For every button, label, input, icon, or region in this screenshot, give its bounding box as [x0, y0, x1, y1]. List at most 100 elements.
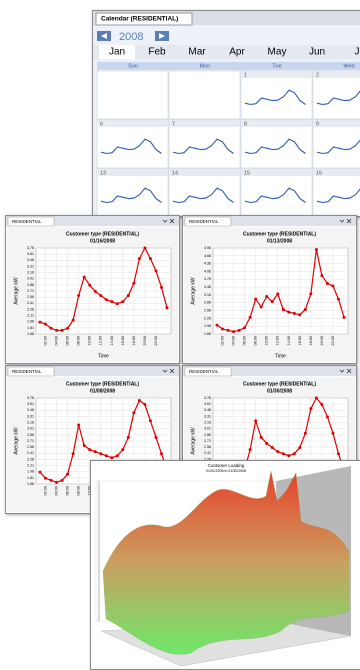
tab[interactable] [184, 366, 232, 377]
point [115, 454, 119, 458]
day-cell[interactable] [240, 168, 313, 216]
x-tick-label: 14:00 [110, 336, 114, 346]
point [99, 294, 103, 298]
point [259, 305, 263, 309]
x-tick-label: 02:00 [44, 486, 48, 496]
point [121, 300, 125, 304]
point [126, 435, 130, 439]
y-tick-label: 2.56 [204, 445, 211, 449]
day-number: 9 [316, 121, 319, 127]
calendar-window: Calendar (RESIDENTIAL) 2008 Jan Feb Mar Apr… [92, 10, 360, 217]
point [159, 285, 163, 289]
tab-controls[interactable] [339, 218, 352, 224]
tab[interactable] [95, 12, 193, 26]
day-cell[interactable] [168, 119, 241, 169]
y-tick-label: 2.41 [204, 451, 211, 455]
chart-subtitle: 01/30/2008 [267, 388, 292, 394]
point [55, 480, 59, 484]
x-tick-label: 22:00 [331, 336, 335, 346]
point [38, 470, 42, 474]
day-header [313, 169, 360, 176]
tab-controls[interactable] [162, 368, 175, 374]
day-header [97, 120, 168, 127]
x-tick-label: 10:00 [88, 336, 92, 346]
point [320, 274, 324, 278]
y-tick-label: 3.76 [27, 396, 34, 400]
point [82, 275, 86, 279]
y-tick-label: 2.26 [204, 316, 211, 320]
day-cell[interactable] [240, 119, 313, 169]
sparkline [244, 138, 306, 155]
x-tick-label: 16:00 [298, 336, 302, 346]
point [303, 308, 307, 312]
x-tick-label: 04:00 [232, 336, 236, 346]
day-header [169, 120, 240, 127]
y-tick-label: 3.76 [27, 246, 34, 250]
tab-controls[interactable] [162, 218, 175, 224]
month[interactable]: Jan [109, 47, 125, 58]
x-tick-label: 14:00 [287, 336, 291, 346]
y-tick-label: 1.66 [27, 482, 34, 486]
y-tick-label: 3.31 [204, 414, 211, 418]
month[interactable]: Jun [309, 47, 325, 58]
tab-bar [183, 366, 356, 376]
month-selected [99, 45, 135, 59]
day-number: 2 [316, 72, 319, 78]
y-tick-label: 1.96 [27, 470, 34, 474]
point [165, 306, 169, 310]
chart: RESIDENTIAL Customer type (RESIDENTIAL)01… [6, 216, 179, 362]
point [115, 302, 119, 306]
point [44, 476, 48, 480]
point [44, 322, 48, 326]
point [88, 448, 92, 452]
month[interactable]: May [268, 47, 287, 58]
point [276, 292, 280, 296]
day-cell[interactable] [240, 70, 313, 120]
point [148, 419, 152, 423]
point [71, 318, 75, 322]
day-cell[interactable] [96, 119, 169, 169]
tab-controls[interactable] [339, 368, 352, 374]
point [215, 323, 219, 327]
y-tick-label: 3.01 [27, 427, 34, 431]
y-tick-label: 2.26 [204, 457, 211, 461]
point [104, 298, 108, 302]
point [320, 403, 324, 407]
day-cell[interactable] [96, 168, 169, 216]
x-tick-label: 20:00 [143, 336, 147, 346]
y-tick-label: 2.71 [204, 439, 211, 443]
y-axis-label: Average kW [13, 277, 19, 304]
weekday: Sun [128, 63, 138, 69]
tab[interactable] [7, 216, 55, 227]
month[interactable]: Mar [188, 47, 206, 58]
point [309, 292, 313, 296]
y-tick-label: 3.61 [204, 402, 211, 406]
y-tick-label: 3.76 [204, 277, 211, 281]
y-tick-label: 3.61 [27, 402, 34, 406]
sparkline [172, 187, 234, 204]
y-tick-label: 1.96 [204, 324, 211, 328]
day-cell[interactable] [312, 119, 360, 169]
tab[interactable] [184, 216, 232, 227]
day-cell[interactable] [312, 70, 360, 120]
point [342, 315, 346, 319]
x-axis-label: Time [98, 353, 109, 359]
day-cell[interactable] [168, 168, 241, 216]
y-tick-label: 3.76 [204, 396, 211, 400]
y-tick-label: 4.96 [204, 246, 211, 250]
point [336, 297, 340, 301]
point [132, 281, 136, 285]
point [281, 452, 285, 456]
sparkline [316, 139, 360, 155]
point [77, 294, 81, 298]
y-tick-label: 2.41 [27, 301, 34, 305]
sparkline [316, 90, 360, 106]
tab[interactable] [7, 366, 55, 377]
x-tick-label: 04:00 [55, 336, 59, 346]
month[interactable]: Apr [229, 47, 245, 58]
day-header [241, 169, 312, 176]
month[interactable]: J [355, 47, 360, 58]
tab-label: RESIDENTIAL [12, 369, 42, 374]
month[interactable]: Feb [148, 47, 166, 58]
tab-label: RESIDENTIAL [189, 219, 219, 224]
